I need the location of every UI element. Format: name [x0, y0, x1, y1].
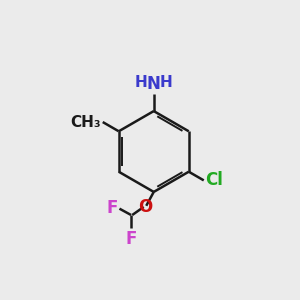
Text: F: F — [125, 230, 137, 248]
Text: O: O — [138, 198, 152, 216]
Text: H: H — [160, 75, 173, 90]
Text: H: H — [135, 75, 148, 90]
Text: F: F — [107, 199, 118, 217]
Text: N: N — [147, 75, 161, 93]
Text: CH₃: CH₃ — [70, 115, 100, 130]
Text: Cl: Cl — [205, 171, 223, 189]
